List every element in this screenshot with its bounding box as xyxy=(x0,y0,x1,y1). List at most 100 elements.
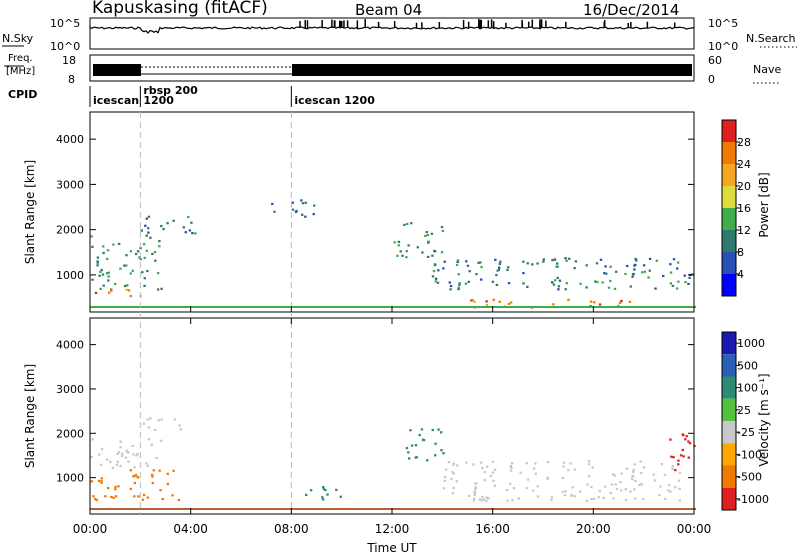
power-pixel xyxy=(609,265,612,268)
power-ground-band xyxy=(435,306,438,308)
velocity-ground-band xyxy=(600,508,603,510)
velocity-ground-band xyxy=(492,508,495,510)
velocity-ground-band xyxy=(639,508,642,510)
colorbar-segment xyxy=(722,164,736,186)
velocity-pixel xyxy=(603,485,607,488)
velocity-ground-band xyxy=(366,508,369,510)
power-ground-band xyxy=(369,306,372,308)
power-pixel xyxy=(643,270,647,273)
velocity-pixel xyxy=(633,488,636,491)
velocity-ground-band xyxy=(228,508,231,510)
power-ground-band xyxy=(492,306,495,308)
power-ground-band xyxy=(411,306,414,308)
power-pixel xyxy=(126,284,129,287)
power-pixel xyxy=(437,269,440,272)
power-pixel xyxy=(565,282,568,285)
power-ground-band xyxy=(633,306,636,308)
velocity-ground-band xyxy=(195,508,198,510)
velocity-pixel xyxy=(474,486,477,489)
power-pixel xyxy=(579,282,582,285)
power-ground-band xyxy=(291,306,294,308)
velocity-ground-band xyxy=(498,508,501,510)
velocity-ground-band xyxy=(177,508,180,510)
power-ground-band xyxy=(450,306,453,308)
velocity-ground-band xyxy=(135,508,138,510)
power-pixel xyxy=(291,208,295,211)
velocity-pixel xyxy=(309,489,313,492)
power-ground-band xyxy=(258,306,261,308)
velocity-pixel xyxy=(335,488,338,491)
power-pixel xyxy=(629,285,632,288)
velocity-ground-band xyxy=(408,508,411,510)
velocity-ground-band xyxy=(489,508,492,510)
power-ground-band xyxy=(153,306,156,308)
velocity-ground-band xyxy=(216,508,219,510)
power-pixel xyxy=(473,300,476,303)
velocity-pixel xyxy=(179,428,182,431)
colorbar-tick-label: 12 xyxy=(737,224,751,237)
power-pixel xyxy=(568,257,571,260)
velocity-ground-band xyxy=(519,508,522,510)
velocity-pixel xyxy=(561,490,564,494)
velocity-pixel xyxy=(534,462,537,465)
velocity-panel: 1000 2000 3000 4000 xyxy=(56,317,696,515)
power-pixel xyxy=(553,258,556,261)
velocity-pixel xyxy=(444,475,447,479)
power-pixel xyxy=(424,234,427,237)
power-ground-band xyxy=(582,306,585,308)
nave-label: Nave xyxy=(753,63,781,76)
velocity-pixel xyxy=(322,498,325,501)
power-pixel xyxy=(498,300,501,303)
velocity-ground-band xyxy=(669,508,672,510)
y-tick-label: 1000 xyxy=(56,472,84,485)
velocity-axes xyxy=(89,317,695,515)
power-pixel xyxy=(294,210,298,213)
velocity-ground-band xyxy=(267,508,270,510)
velocity-pixel xyxy=(624,498,628,501)
velocity-pixel xyxy=(152,469,155,472)
y-tick-label: 4000 xyxy=(56,133,84,146)
velocity-ground-band xyxy=(603,508,606,510)
power-pixel xyxy=(190,221,193,224)
velocity-ground-band xyxy=(660,508,663,510)
velocity-ground-band xyxy=(294,508,297,510)
velocity-pixel xyxy=(483,479,486,482)
velocity-pixel xyxy=(587,460,591,463)
freq-band-2 xyxy=(292,64,692,76)
power-pixel xyxy=(552,283,556,286)
velocity-pixel xyxy=(421,438,425,441)
velocity-ground-band xyxy=(150,508,153,510)
velocity-ground-band xyxy=(240,508,243,510)
velocity-pixel xyxy=(142,422,146,425)
velocity-ground-band xyxy=(531,508,534,510)
velocity-pixel xyxy=(142,493,146,496)
velocity-pixel xyxy=(129,469,132,472)
power-pixel xyxy=(655,259,659,262)
velocity-pixel xyxy=(590,485,593,489)
cpid-mode-label: 1200 xyxy=(143,94,174,107)
y-tick-label: 3000 xyxy=(56,178,84,191)
power-pixel xyxy=(466,264,470,267)
power-ground-band xyxy=(666,306,669,308)
power-ground-band xyxy=(147,306,150,308)
freq-band-1 xyxy=(93,64,141,76)
velocity-pixel xyxy=(609,492,612,495)
power-ground-band xyxy=(642,306,645,308)
velocity-pixel xyxy=(473,497,476,500)
velocity-pixel xyxy=(99,463,103,466)
power-pixel xyxy=(595,262,599,265)
velocity-pixel xyxy=(672,456,675,459)
power-ground-band xyxy=(690,306,693,308)
colorbar-tick-label: 100 xyxy=(737,382,758,395)
velocity-ground-band xyxy=(255,508,258,510)
power-ground-band xyxy=(105,306,108,308)
velocity-ground-band xyxy=(156,508,159,510)
power-pixel xyxy=(136,250,140,253)
velocity-pixel xyxy=(536,495,540,498)
power-pixel xyxy=(573,267,576,270)
velocity-pixel xyxy=(546,460,550,463)
power-pixel xyxy=(421,251,424,254)
velocity-pixel xyxy=(100,480,103,483)
power-ground-band xyxy=(165,306,168,308)
power-ground-band xyxy=(654,306,657,308)
